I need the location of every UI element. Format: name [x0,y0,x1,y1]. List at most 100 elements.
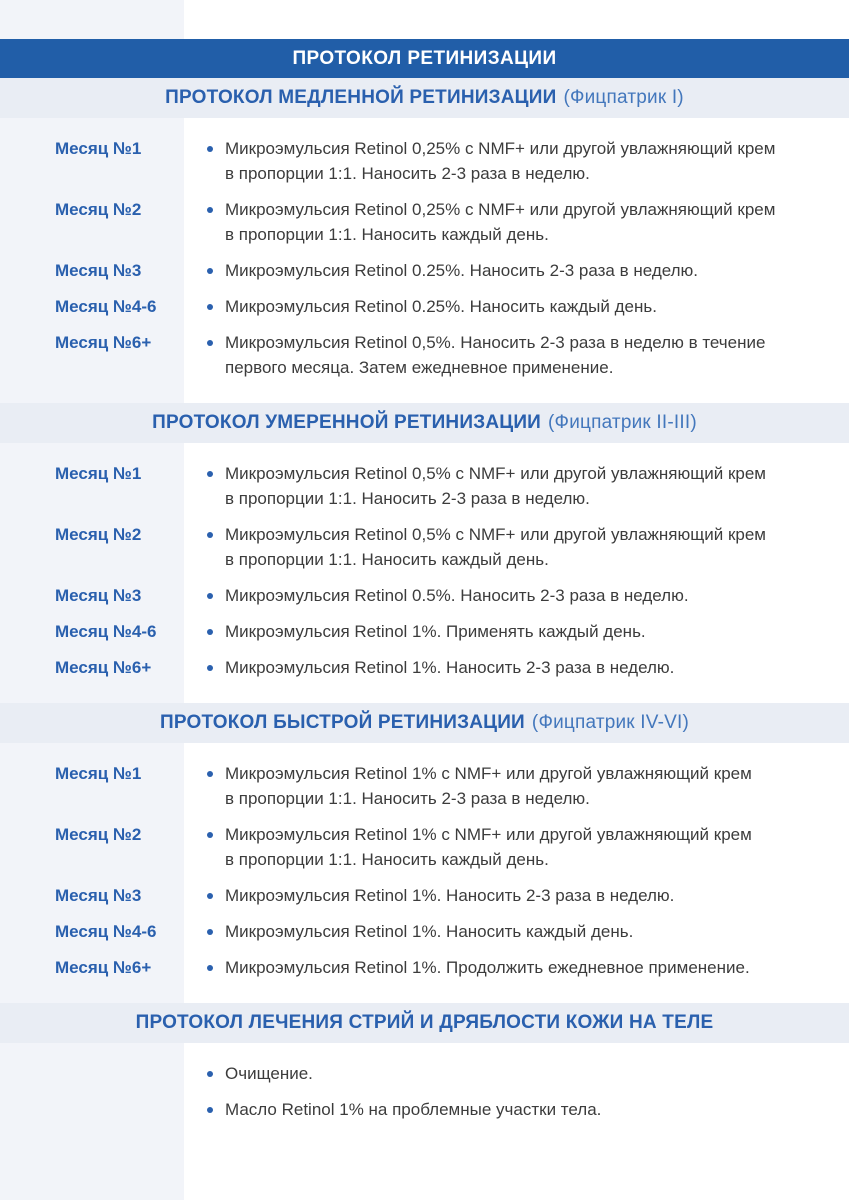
month-label: Месяц №1 [55,464,142,483]
section-rows: Очищение. Масло Retinol 1% на проблемные… [0,1043,849,1145]
bullet-icon [207,471,213,477]
section-header-bar: ПРОТОКОЛ БЫСТРОЙ РЕТИНИЗАЦИИ (Фицпатрик … [0,703,849,743]
row-content: Микроэмульсия Retinol 0,5% с NMF+ или др… [184,461,849,511]
protocol-row: Месяц №3 Микроэмульсия Retinol 0.25%. На… [0,258,849,283]
page-title: ПРОТОКОЛ РЕТИНИЗАЦИИ [292,47,557,69]
row-content: Микроэмульсия Retinol 0.25%. Наносить ка… [184,294,849,319]
bullet-icon [207,665,213,671]
month-label: Месяц №6+ [55,958,152,977]
month-label: Месяц №4-6 [55,922,157,941]
row-text: Микроэмульсия Retinol 0.5%. Наносить 2-3… [225,586,689,605]
month-label: Месяц №2 [55,825,142,844]
row-content: Микроэмульсия Retinol 0,5%. Наносить 2-3… [184,330,849,380]
protocol-row: Месяц №1 Микроэмульсия Retinol 1% с NMF+… [0,761,849,811]
section-subtitle: (Фицпатрик II-III) [548,412,697,433]
month-label: Месяц №3 [55,886,142,905]
row-text: Микроэмульсия Retinol 1% с NMF+ или друг… [225,764,752,808]
protocol-section: ПРОТОКОЛ ЛЕЧЕНИЯ СТРИЙ И ДРЯБЛОСТИ КОЖИ … [0,1003,849,1145]
bullet-icon [207,532,213,538]
month-label: Месяц №4-6 [55,622,157,641]
protocol-row: Месяц №2 Микроэмульсия Retinol 1% с NMF+… [0,822,849,872]
row-content: Микроэмульсия Retinol 0,25% с NMF+ или д… [184,197,849,247]
section-rows: Месяц №1 Микроэмульсия Retinol 0,25% с N… [0,118,849,403]
month-label: Месяц №2 [55,200,142,219]
month-label: Месяц №6+ [55,658,152,677]
row-text: Микроэмульсия Retinol 1%. Наносить кажды… [225,922,634,941]
row-text: Микроэмульсия Retinol 0.25%. Наносить 2-… [225,261,699,280]
protocol-row: Месяц №4-6 Микроэмульсия Retinol 1%. Нан… [0,919,849,944]
protocol-row: Месяц №2 Микроэмульсия Retinol 0,5% с NM… [0,522,849,572]
row-text: Микроэмульсия Retinol 1%. Продолжить еже… [225,958,750,977]
row-text: Микроэмульсия Retinol 0.25%. Наносить ка… [225,297,657,316]
protocol-row: Месяц №1 Микроэмульсия Retinol 0,25% с N… [0,136,849,186]
sections: ПРОТОКОЛ МЕДЛЕННОЙ РЕТИНИЗАЦИИ (Фицпатри… [0,78,849,1145]
protocol-row: Очищение. [0,1061,849,1086]
section-title: ПРОТОКОЛ ЛЕЧЕНИЯ СТРИЙ И ДРЯБЛОСТИ КОЖИ … [135,1012,714,1033]
row-content: Микроэмульсия Retinol 1%. Наносить 2-3 р… [184,883,849,908]
bullet-icon [207,1071,213,1077]
row-text: Микроэмульсия Retinol 0,5% с NMF+ или др… [225,525,766,569]
protocol-row: Месяц №6+ Микроэмульсия Retinol 1%. Нано… [0,655,849,680]
protocol-row: Месяц №3 Микроэмульсия Retinol 0.5%. Нан… [0,583,849,608]
bullet-icon [207,929,213,935]
bullet-icon [207,268,213,274]
protocol-row: Масло Retinol 1% на проблемные участки т… [0,1097,849,1122]
bullet-icon [207,304,213,310]
bullet-icon [207,146,213,152]
month-label [0,1097,184,1122]
bullet-icon [207,771,213,777]
protocol-section: ПРОТОКОЛ УМЕРЕННОЙ РЕТИНИЗАЦИИ (Фицпатри… [0,403,849,703]
top-margin [0,0,849,39]
protocol-row: Месяц №1 Микроэмульсия Retinol 0,5% с NM… [0,461,849,511]
row-content: Масло Retinol 1% на проблемные участки т… [184,1097,849,1122]
row-text: Микроэмульсия Retinol 1%. Наносить 2-3 р… [225,658,675,677]
bullet-icon [207,965,213,971]
month-label: Месяц №2 [55,525,142,544]
main-title-bar: ПРОТОКОЛ РЕТИНИЗАЦИИ [0,39,849,78]
protocol-row: Месяц №3 Микроэмульсия Retinol 1%. Нанос… [0,883,849,908]
section-rows: Месяц №1 Микроэмульсия Retinol 0,5% с NM… [0,443,849,703]
protocol-row: Месяц №6+ Микроэмульсия Retinol 0,5%. На… [0,330,849,380]
month-label [0,1061,184,1086]
row-content: Микроэмульсия Retinol 1%. Применять кажд… [184,619,849,644]
row-content: Микроэмульсия Retinol 0.5%. Наносить 2-3… [184,583,849,608]
month-label: Месяц №1 [55,139,142,158]
row-content: Микроэмульсия Retinol 0,5% с NMF+ или др… [184,522,849,572]
row-text: Микроэмульсия Retinol 1% с NMF+ или друг… [225,825,752,869]
section-title: ПРОТОКОЛ МЕДЛЕННОЙ РЕТИНИЗАЦИИ [165,87,557,108]
row-text: Микроэмульсия Retinol 0,5%. Наносить 2-3… [225,333,766,377]
month-label: Месяц №1 [55,764,142,783]
bullet-icon [207,207,213,213]
row-content: Очищение. [184,1061,849,1086]
row-content: Микроэмульсия Retinol 1%. Наносить 2-3 р… [184,655,849,680]
month-label: Месяц №4-6 [55,297,157,316]
protocol-section: ПРОТОКОЛ БЫСТРОЙ РЕТИНИЗАЦИИ (Фицпатрик … [0,703,849,1003]
month-label: Месяц №3 [55,261,142,280]
bullet-icon [207,832,213,838]
row-text: Микроэмульсия Retinol 0,25% с NMF+ или д… [225,139,776,183]
section-subtitle: (Фицпатрик IV-VI) [531,712,690,733]
row-content: Микроэмульсия Retinol 1% с NMF+ или друг… [184,822,849,872]
row-text: Микроэмульсия Retinol 1%. Применять кажд… [225,622,646,641]
section-header-bar: ПРОТОКОЛ УМЕРЕННОЙ РЕТИНИЗАЦИИ (Фицпатри… [0,403,849,443]
protocol-row: Месяц №2 Микроэмульсия Retinol 0,25% с N… [0,197,849,247]
row-content: Микроэмульсия Retinol 0.25%. Наносить 2-… [184,258,849,283]
row-text: Очищение. [225,1064,313,1083]
section-header-bar: ПРОТОКОЛ МЕДЛЕННОЙ РЕТИНИЗАЦИИ (Фицпатри… [0,78,849,118]
protocol-row: Месяц №4-6 Микроэмульсия Retinol 1%. При… [0,619,849,644]
protocol-row: Месяц №4-6 Микроэмульсия Retinol 0.25%. … [0,294,849,319]
row-text: Микроэмульсия Retinol 1%. Наносить 2-3 р… [225,886,675,905]
section-subtitle: (Фицпатрик I) [563,87,684,108]
left-column-strip [0,0,184,1200]
row-content: Микроэмульсия Retinol 1%. Продолжить еже… [184,955,849,980]
document-content: ПРОТОКОЛ РЕТИНИЗАЦИИ ПРОТОКОЛ МЕДЛЕННОЙ … [0,0,849,1145]
row-text: Масло Retinol 1% на проблемные участки т… [225,1100,602,1119]
month-label: Месяц №6+ [55,333,152,352]
bullet-icon [207,340,213,346]
section-rows: Месяц №1 Микроэмульсия Retinol 1% с NMF+… [0,743,849,1003]
row-text: Микроэмульсия Retinol 0,25% с NMF+ или д… [225,200,776,244]
row-content: Микроэмульсия Retinol 1% с NMF+ или друг… [184,761,849,811]
row-content: Микроэмульсия Retinol 0,25% с NMF+ или д… [184,136,849,186]
bullet-icon [207,893,213,899]
